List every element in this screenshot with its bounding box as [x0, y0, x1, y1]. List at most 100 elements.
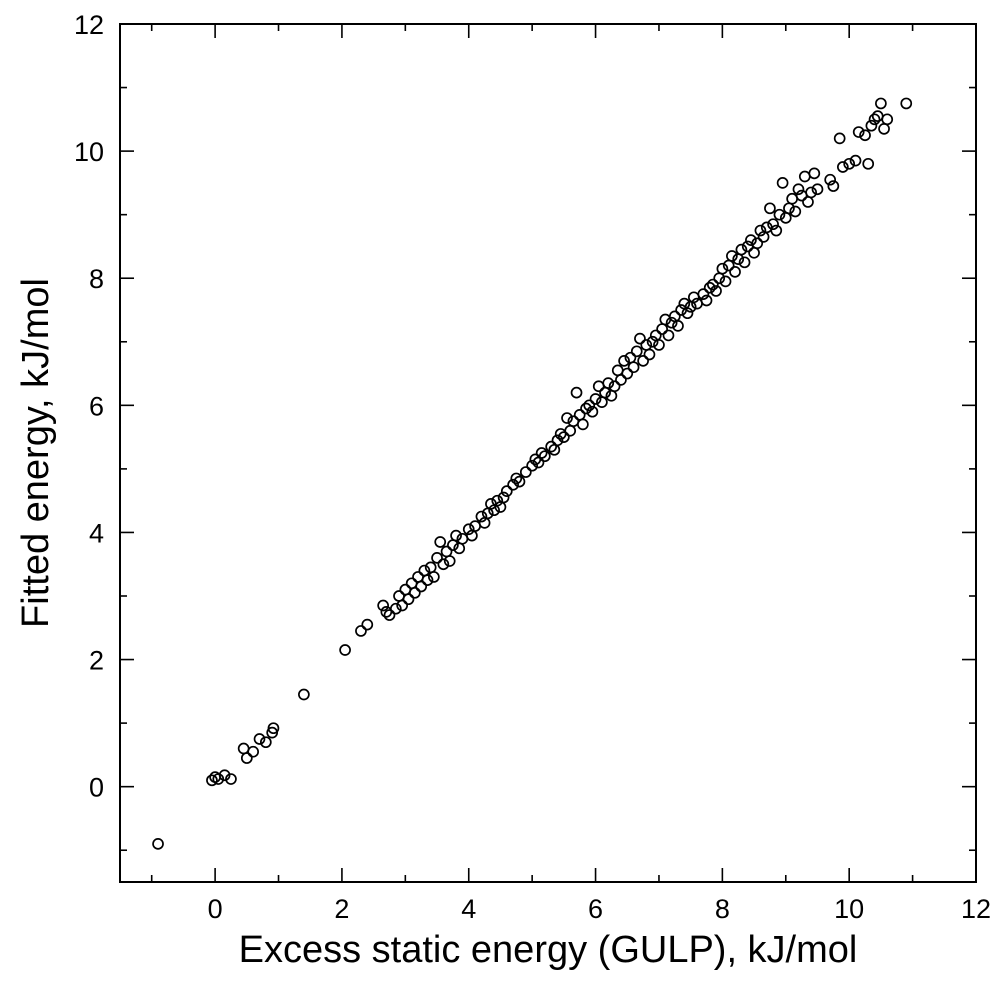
data-point: [415, 580, 428, 593]
data-point: [792, 183, 805, 196]
data-point: [592, 380, 605, 393]
data-point: [538, 450, 551, 463]
data-point: [218, 769, 231, 782]
data-point: [462, 523, 475, 536]
x-tick-label: 0: [208, 894, 223, 924]
data-point: [665, 316, 678, 329]
data-point: [526, 459, 538, 472]
data-point: [402, 593, 415, 606]
data-point: [672, 320, 684, 332]
data-point: [240, 752, 253, 764]
data-point: [225, 773, 237, 785]
data-point: [405, 577, 418, 590]
data-point: [507, 478, 519, 491]
data-point: [361, 618, 374, 631]
data-point: [589, 393, 602, 405]
data-point: [827, 180, 840, 192]
data-point: [443, 555, 456, 567]
data-point: [716, 262, 729, 275]
data-point: [849, 154, 862, 167]
data-point: [843, 157, 856, 170]
data-point: [786, 192, 798, 205]
data-point: [726, 250, 738, 262]
data-point: [748, 246, 760, 259]
data-point: [729, 266, 741, 278]
data-point: [206, 774, 218, 787]
data-point: [510, 472, 523, 485]
data-point: [602, 377, 615, 389]
data-point: [770, 224, 783, 237]
data-point: [865, 119, 878, 132]
data-point: [558, 431, 570, 443]
data-points: [152, 97, 913, 850]
data-point: [859, 129, 871, 142]
data-point: [656, 323, 668, 335]
data-point: [497, 491, 510, 504]
data-point: [253, 733, 266, 745]
data-point: [298, 688, 310, 701]
data-point: [767, 218, 779, 231]
data-point: [573, 409, 586, 421]
data-point: [431, 552, 443, 564]
data-point: [475, 510, 488, 523]
data-point: [577, 418, 589, 431]
x-tick-label: 12: [961, 894, 991, 924]
data-point: [396, 599, 409, 612]
data-point: [719, 275, 732, 288]
data-point: [811, 183, 824, 196]
data-point: [247, 745, 260, 758]
y-tick-label: 10: [74, 137, 104, 167]
data-point: [393, 590, 405, 602]
tick-labels: 0 2 4 6 8 10 12 0 2 4 6 8 10 12: [74, 10, 991, 924]
data-point: [519, 466, 532, 478]
data-point: [789, 205, 802, 218]
x-tick-label: 2: [334, 894, 349, 924]
data-point: [618, 354, 630, 367]
data-point: [802, 196, 814, 208]
data-point: [700, 294, 713, 307]
axis-ticks: [120, 23, 977, 882]
data-point: [836, 161, 849, 173]
data-point: [237, 742, 250, 755]
data-point: [389, 602, 402, 615]
x-tick-label: 6: [588, 894, 603, 924]
data-point: [653, 339, 665, 351]
data-point: [627, 361, 640, 374]
data-point: [434, 536, 447, 548]
data-point: [798, 170, 811, 183]
data-point: [421, 574, 434, 586]
data-point: [824, 173, 837, 186]
data-point: [535, 447, 548, 459]
data-point: [450, 529, 462, 542]
data-point: [580, 402, 592, 415]
y-tick-label: 4: [89, 518, 104, 548]
data-point: [267, 722, 280, 735]
data-point: [513, 475, 526, 488]
data-point: [551, 434, 564, 447]
data-point: [852, 126, 865, 138]
y-tick-label: 6: [89, 391, 104, 421]
data-point: [646, 335, 659, 348]
data-point: [735, 243, 748, 256]
data-point: [491, 494, 504, 507]
data-point: [868, 113, 881, 126]
data-point: [399, 583, 412, 596]
data-point: [586, 405, 599, 418]
data-point: [662, 329, 675, 342]
data-point: [570, 386, 583, 399]
data-point: [339, 644, 351, 656]
data-point: [630, 345, 643, 358]
data-point: [583, 399, 596, 412]
y-tick-label: 2: [89, 646, 104, 676]
plot-frame: [119, 23, 977, 883]
data-point: [259, 736, 272, 749]
data-point: [621, 367, 634, 380]
data-point: [808, 167, 821, 180]
y-tick-label: 12: [74, 10, 104, 40]
data-point: [697, 288, 710, 300]
data-point: [377, 599, 389, 612]
data-point: [710, 285, 722, 297]
data-point: [773, 208, 786, 221]
data-point: [805, 186, 817, 199]
x-tick-label: 4: [461, 894, 476, 924]
